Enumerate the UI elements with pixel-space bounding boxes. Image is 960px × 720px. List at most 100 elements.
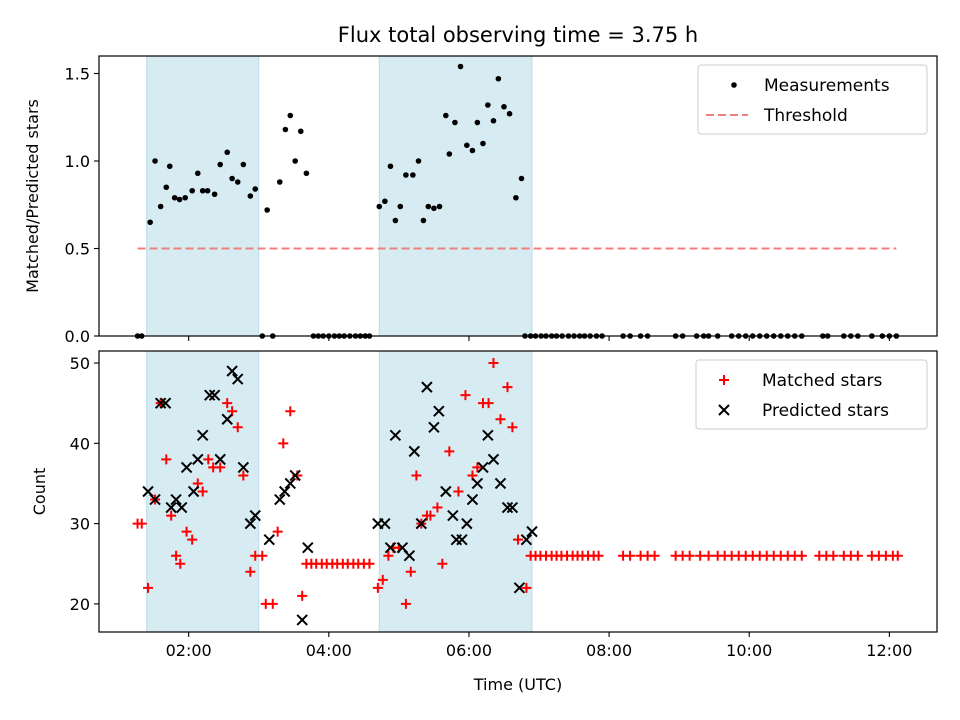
matched-star-point bbox=[197, 486, 208, 497]
measurement-point bbox=[376, 203, 383, 210]
matched-star-point bbox=[143, 582, 154, 593]
measurement-point bbox=[229, 175, 235, 182]
predicted-star-point bbox=[471, 477, 484, 490]
predicted-star-point bbox=[263, 533, 275, 546]
measurement-point bbox=[204, 187, 211, 194]
legend-label: Predicted stars bbox=[762, 401, 889, 421]
matched-star-point bbox=[593, 550, 604, 561]
predicted-star-point bbox=[274, 493, 286, 506]
predicted-star-point bbox=[477, 461, 489, 474]
measurement-point bbox=[194, 170, 201, 177]
legend-measurement-marker bbox=[731, 82, 737, 88]
matched-star-point bbox=[437, 558, 448, 569]
top-y-axis-label: Matched/Predicted stars bbox=[23, 99, 42, 293]
matched-star-point bbox=[411, 470, 422, 481]
measurement-point bbox=[501, 103, 507, 110]
predicted-star-point bbox=[466, 493, 479, 506]
legend-predicted-marker bbox=[718, 404, 730, 416]
predicted-star-point bbox=[244, 517, 257, 530]
matched-star-point bbox=[372, 582, 383, 593]
predicted-star-point bbox=[447, 509, 459, 522]
predicted-star-point bbox=[461, 517, 473, 530]
matched-star-point bbox=[171, 550, 182, 561]
measurement-point bbox=[176, 196, 183, 203]
predicted-star-point bbox=[284, 477, 296, 490]
measurement-point bbox=[457, 63, 464, 70]
measurement-point bbox=[392, 217, 399, 224]
matched-star-point bbox=[892, 550, 903, 561]
measurement-point bbox=[189, 187, 195, 194]
predicted-star-point bbox=[221, 413, 233, 425]
measurement-point bbox=[452, 119, 458, 126]
measurement-point bbox=[469, 147, 476, 154]
predicted-star-point bbox=[384, 541, 397, 554]
y-tick-label: 0.5 bbox=[65, 240, 90, 259]
y-tick-label: 30 bbox=[70, 515, 90, 534]
measurement-point bbox=[247, 193, 254, 199]
matched-star-point bbox=[513, 534, 523, 545]
measurement-point bbox=[199, 187, 206, 194]
bottom-panel: 02:00 04:00 06:00 08:00 10:00 12:00 20 30 40 50 C… bbox=[30, 350, 938, 694]
bottom-legend: Matched stars Predicted stars bbox=[695, 359, 928, 430]
measurement-point bbox=[292, 158, 298, 164]
predicted-star-point bbox=[440, 485, 452, 498]
matched-star-point bbox=[245, 566, 256, 577]
predicted-star-point bbox=[389, 429, 402, 442]
predicted-star-point bbox=[501, 501, 514, 514]
top-legend: Measurements Threshold bbox=[697, 64, 928, 135]
shaded-interval-2 bbox=[378, 55, 533, 337]
matched-star-point bbox=[405, 566, 416, 577]
measurement-point bbox=[240, 161, 247, 168]
measurement-point bbox=[436, 203, 443, 210]
matched-star-point bbox=[400, 598, 411, 609]
measurement-point bbox=[387, 163, 394, 170]
matched-star-point bbox=[684, 550, 695, 561]
matched-star-point bbox=[472, 462, 483, 473]
y-tick-label: 1.0 bbox=[65, 152, 90, 171]
matched-star-point bbox=[257, 550, 268, 561]
predicted-star-point bbox=[232, 373, 244, 385]
predicted-star-point bbox=[208, 389, 221, 401]
predicted-star-point bbox=[456, 533, 468, 546]
matched-star-point bbox=[166, 510, 177, 521]
predicted-star-point bbox=[428, 421, 440, 433]
matched-star-point bbox=[222, 398, 233, 409]
predicted-star-point bbox=[408, 445, 421, 458]
matched-star-point bbox=[215, 462, 226, 473]
measurement-point bbox=[485, 102, 491, 108]
predicted-star-point bbox=[289, 469, 301, 482]
matched-star-point bbox=[297, 590, 308, 601]
predicted-star-point bbox=[296, 614, 308, 626]
measurement-point bbox=[276, 179, 283, 185]
x-tick-label: 10:00 bbox=[726, 641, 772, 660]
measurement-point bbox=[397, 203, 404, 210]
predicted-star-point bbox=[403, 550, 416, 562]
predicted-star-point bbox=[526, 525, 538, 538]
measurement-point bbox=[403, 172, 409, 178]
matched-star-point bbox=[432, 502, 443, 513]
measurement-point bbox=[264, 207, 270, 213]
bottom-y-axis-label: Count bbox=[30, 468, 49, 516]
legend-box bbox=[697, 64, 928, 135]
y-tick-label: 0.0 bbox=[65, 327, 90, 346]
measurement-point bbox=[474, 119, 481, 126]
predicted-star-point bbox=[249, 509, 261, 522]
measurement-point bbox=[480, 140, 486, 147]
predicted-star-point bbox=[433, 405, 445, 417]
measurement-point bbox=[464, 142, 470, 149]
measurement-point bbox=[252, 186, 259, 192]
measurement-point bbox=[382, 198, 388, 205]
predicted-star-point bbox=[170, 493, 182, 506]
predicted-star-point bbox=[175, 501, 188, 514]
predicted-star-point bbox=[237, 461, 250, 474]
measurement-point bbox=[282, 126, 289, 133]
y-tick-label: 1.5 bbox=[65, 65, 90, 84]
predicted-star-point bbox=[192, 453, 204, 466]
measurement-point bbox=[446, 151, 453, 157]
y-tick-label: 40 bbox=[70, 434, 90, 453]
matched-star-point bbox=[852, 550, 863, 561]
matched-star-point bbox=[267, 598, 278, 609]
predicted-star-point bbox=[154, 397, 167, 409]
measurement-point bbox=[166, 163, 173, 170]
